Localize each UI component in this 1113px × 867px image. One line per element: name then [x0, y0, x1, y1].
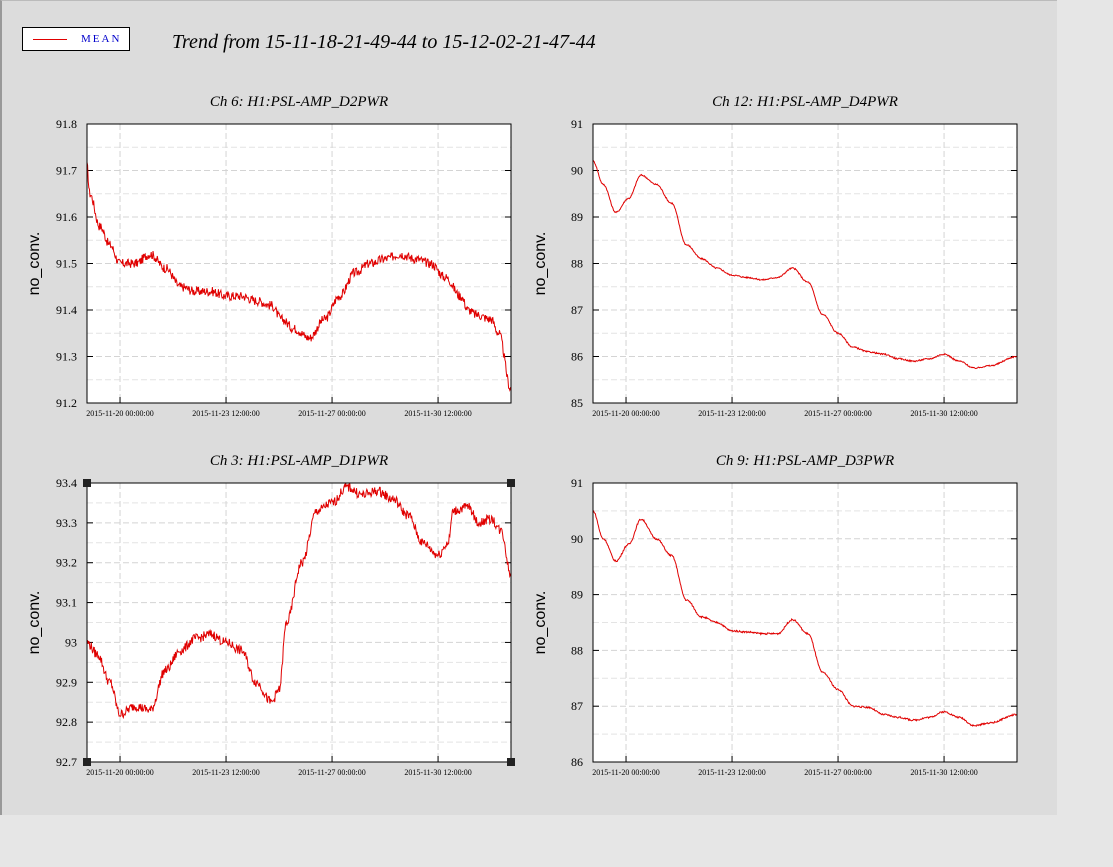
y-tick-label: 91.5 — [56, 257, 77, 271]
x-tick-label: 2015-11-23 12:00:00 — [192, 409, 259, 418]
series-line-mean — [592, 510, 1018, 727]
x-tick-label: 2015-11-20 00:00:00 — [592, 409, 659, 418]
y-tick-label: 92.9 — [56, 675, 77, 689]
y-axis-label: no_conv. — [26, 232, 43, 296]
y-tick-label: 89 — [571, 588, 583, 602]
x-tick-label: 2015-11-27 00:00:00 — [804, 409, 871, 418]
x-tick-label: 2015-11-30 12:00:00 — [910, 409, 977, 418]
plot-frame — [592, 482, 1018, 763]
chart-svg: 85 86 87 88 89 90 91 2015-11-20 00:00:00 2015-11… — [532, 94, 1018, 418]
y-tick-label: 88 — [571, 257, 583, 271]
y-tick-label: 93.1 — [56, 596, 77, 610]
y-tick-label: 85 — [571, 396, 583, 410]
x-tick-label: 2015-11-23 12:00:00 — [192, 768, 259, 777]
x-tick-label: 2015-11-27 00:00:00 — [804, 768, 871, 777]
y-axis-label: no_conv. — [532, 232, 549, 296]
x-tick-label: 2015-11-30 12:00:00 — [404, 409, 471, 418]
y-tick-label: 86 — [571, 350, 583, 364]
plot-canvas: MEAN Trend from 15-11-18-21-49-44 to 15-… — [0, 0, 1057, 815]
y-tick-label: 91.8 — [56, 117, 77, 131]
y-tick-label: 93 — [65, 635, 77, 649]
x-tick-label: 2015-11-27 00:00:00 — [298, 768, 365, 777]
plot-frame — [86, 123, 512, 404]
chart-title: Ch 3: H1:PSL-AMP_D1PWR — [210, 453, 388, 469]
legend-swatch — [33, 39, 67, 40]
y-tick-label: 93.4 — [56, 476, 77, 490]
x-tick-label: 2015-11-20 00:00:00 — [86, 409, 153, 418]
legend-label: MEAN — [81, 33, 122, 45]
chart-svg: 86 87 88 89 90 91 2015-11-20 00:00:00 2015-11-2… — [532, 453, 1018, 777]
y-tick-label: 92.7 — [56, 755, 77, 769]
selection-handle[interactable] — [83, 479, 91, 487]
x-tick-label: 2015-11-30 12:00:00 — [910, 768, 977, 777]
y-tick-label: 93.2 — [56, 556, 77, 570]
y-tick-label: 91.4 — [56, 303, 77, 317]
y-tick-label: 91 — [571, 476, 583, 490]
x-tick-label: 2015-11-23 12:00:00 — [698, 768, 765, 777]
series-line-mean — [592, 160, 1018, 370]
chart-svg: 92.7 92.8 92.9 93 93.1 93.2 93.3 93.4 2015-11-20… — [26, 453, 515, 777]
series-line-mean — [86, 482, 512, 720]
selection-handle[interactable] — [83, 758, 91, 766]
plot-frame — [86, 482, 512, 763]
chart-title: Ch 6: H1:PSL-AMP_D2PWR — [210, 94, 388, 110]
chart-title: Ch 9: H1:PSL-AMP_D3PWR — [716, 453, 894, 469]
series-line-mean — [86, 162, 512, 392]
y-axis-label: no_conv. — [26, 591, 43, 655]
chart-title: Ch 12: H1:PSL-AMP_D4PWR — [712, 94, 898, 110]
y-tick-label: 92.8 — [56, 715, 77, 729]
page-title: Trend from 15-11-18-21-49-44 to 15-12-02… — [172, 31, 596, 53]
y-tick-label: 87 — [571, 699, 583, 713]
y-axis-label: no_conv. — [532, 591, 549, 655]
y-tick-label: 91 — [571, 117, 583, 131]
x-tick-label: 2015-11-20 00:00:00 — [592, 768, 659, 777]
plot-frame — [592, 123, 1018, 404]
y-tick-label: 91.6 — [56, 210, 77, 224]
y-tick-label: 91.3 — [56, 350, 77, 364]
legend: MEAN — [22, 27, 130, 51]
y-tick-label: 88 — [571, 643, 583, 657]
y-tick-label: 91.2 — [56, 396, 77, 410]
y-tick-label: 86 — [571, 755, 583, 769]
y-tick-label: 91.7 — [56, 164, 77, 178]
chart-svg: 91.2 91.3 91.4 91.5 91.6 91.7 91.8 2015-11-20 0… — [26, 94, 512, 418]
x-tick-label: 2015-11-20 00:00:00 — [86, 768, 153, 777]
x-tick-label: 2015-11-23 12:00:00 — [698, 409, 765, 418]
y-tick-label: 89 — [571, 210, 583, 224]
y-tick-label: 87 — [571, 303, 583, 317]
y-tick-label: 93.3 — [56, 516, 77, 530]
selection-handle[interactable] — [507, 758, 515, 766]
x-tick-label: 2015-11-27 00:00:00 — [298, 409, 365, 418]
y-tick-label: 90 — [571, 164, 583, 178]
x-tick-label: 2015-11-30 12:00:00 — [404, 768, 471, 777]
selection-handle[interactable] — [507, 479, 515, 487]
y-tick-label: 90 — [571, 532, 583, 546]
